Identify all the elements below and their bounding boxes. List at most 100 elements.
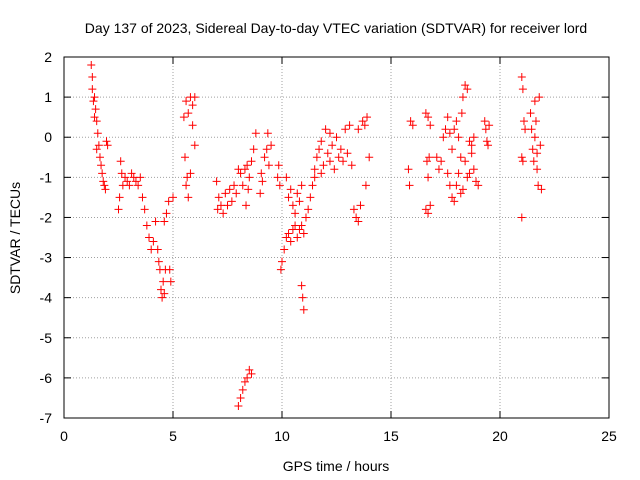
- data-point: [328, 141, 337, 150]
- grid-lines: [64, 57, 609, 418]
- data-point: [184, 193, 193, 202]
- data-point: [422, 157, 431, 166]
- plot-frame: [63, 56, 610, 419]
- data-point: [408, 121, 417, 130]
- data-point: [274, 161, 283, 170]
- data-point: [529, 157, 538, 166]
- data-point: [95, 153, 104, 162]
- data-point: [463, 173, 472, 182]
- data-point: [452, 117, 461, 126]
- data-point: [432, 153, 441, 162]
- data-point: [445, 129, 454, 138]
- data-point: [98, 169, 107, 178]
- data-point: [330, 165, 339, 174]
- data-point: [443, 169, 452, 178]
- data-point: [424, 209, 433, 218]
- data-point: [426, 201, 435, 210]
- data-point: [102, 137, 111, 146]
- data-point: [134, 181, 143, 190]
- data-point: [276, 265, 285, 274]
- x-tick-label: 20: [492, 428, 508, 444]
- data-point: [354, 217, 363, 226]
- data-point: [518, 157, 527, 166]
- data-point: [354, 125, 363, 134]
- data-point: [361, 181, 370, 190]
- data-point: [519, 117, 528, 126]
- data-point: [94, 141, 103, 150]
- data-point: [457, 109, 466, 118]
- data-point: [461, 157, 470, 166]
- data-point: [537, 185, 546, 194]
- data-point: [121, 173, 130, 182]
- data-point: [232, 189, 241, 198]
- data-point: [182, 181, 191, 190]
- x-tick-label: 5: [169, 428, 177, 444]
- data-point: [240, 165, 249, 174]
- y-tick-label: -2: [40, 209, 53, 225]
- data-point: [245, 173, 254, 182]
- data-point: [293, 233, 302, 242]
- data-point: [450, 197, 459, 206]
- data-point: [282, 233, 291, 242]
- data-point: [88, 73, 97, 82]
- data-point: [458, 185, 467, 194]
- data-point: [297, 281, 306, 290]
- y-tick-label: -4: [40, 290, 53, 306]
- data-point: [160, 217, 169, 226]
- data-point: [188, 101, 197, 110]
- x-tick-label: 10: [274, 428, 290, 444]
- data-point: [317, 169, 326, 178]
- data-point: [182, 97, 191, 106]
- data-point: [360, 121, 369, 130]
- data-point: [517, 73, 526, 82]
- data-point: [180, 153, 189, 162]
- data-point: [190, 141, 199, 150]
- data-point: [101, 185, 110, 194]
- data-point: [149, 237, 158, 246]
- data-point: [424, 113, 433, 122]
- data-point: [97, 161, 106, 170]
- data-point: [123, 177, 132, 186]
- data-point: [162, 209, 171, 218]
- data-point: [530, 133, 539, 142]
- data-point: [533, 149, 542, 158]
- data-point: [356, 201, 365, 210]
- data-point: [115, 193, 124, 202]
- data-point: [465, 169, 474, 178]
- data-point: [159, 277, 168, 286]
- data-point: [293, 189, 302, 198]
- data-point: [450, 125, 459, 134]
- data-point: [336, 145, 345, 154]
- data-point: [469, 133, 478, 142]
- data-point: [100, 181, 109, 190]
- data-point: [280, 245, 289, 254]
- data-point: [153, 245, 162, 254]
- data-point: [319, 161, 328, 170]
- data-point: [131, 177, 140, 186]
- y-tick-label: 2: [44, 49, 52, 65]
- data-point: [467, 141, 476, 150]
- data-point: [91, 105, 100, 114]
- data-point: [536, 141, 545, 150]
- data-point: [448, 145, 457, 154]
- data-point: [528, 145, 537, 154]
- data-point: [247, 369, 256, 378]
- data-point: [89, 97, 98, 106]
- data-point: [295, 225, 304, 234]
- data-point: [212, 177, 221, 186]
- data-point: [92, 145, 101, 154]
- data-point: [214, 193, 223, 202]
- data-point: [219, 209, 228, 218]
- data-point: [352, 213, 361, 222]
- data-point: [225, 185, 234, 194]
- data-point: [349, 205, 358, 214]
- y-axis-label: SDTVAR / TECUs: [7, 182, 23, 294]
- data-point: [267, 141, 276, 150]
- data-point: [136, 173, 145, 182]
- data-point: [310, 173, 319, 182]
- data-point: [481, 125, 490, 134]
- data-point: [404, 165, 413, 174]
- data-point: [284, 229, 293, 238]
- data-point: [230, 181, 239, 190]
